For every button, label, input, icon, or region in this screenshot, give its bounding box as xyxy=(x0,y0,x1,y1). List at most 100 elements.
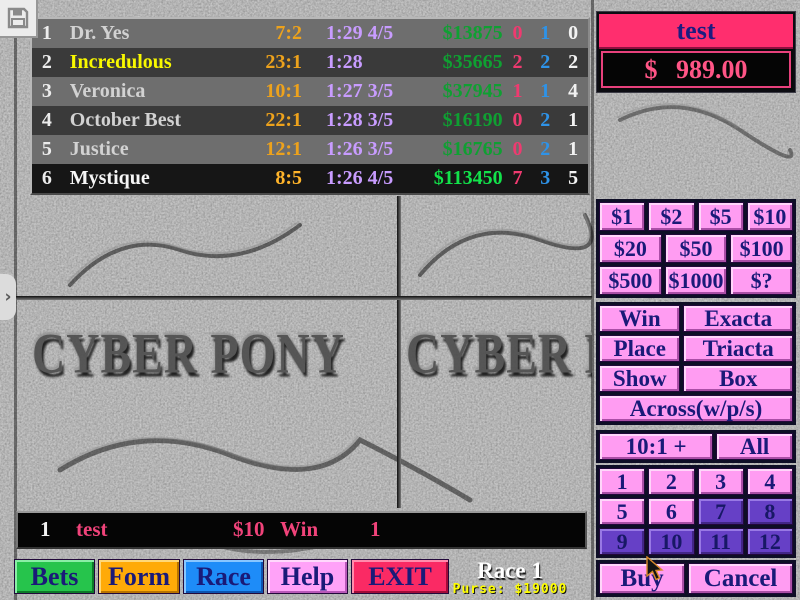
amount-5-button[interactable]: $5 xyxy=(697,202,744,231)
horse-odds: 23:1 xyxy=(265,51,302,73)
horse-stat-2: 2 xyxy=(540,109,551,131)
horse-stat-2: 1 xyxy=(540,22,551,44)
horse-stat-3: 0 xyxy=(568,22,579,44)
number-6-button[interactable]: 6 xyxy=(648,498,695,525)
bet-type: Win xyxy=(280,517,319,541)
table-row: 3 Veronica 10:1 1:27 3/5 $37945 1 1 4 xyxy=(32,77,588,106)
buy-button[interactable]: Buy xyxy=(599,563,686,594)
odds-filter-pad: 10:1 + All xyxy=(596,430,796,463)
horse-stat-1: 0 xyxy=(512,138,523,160)
horse-name: Dr. Yes xyxy=(69,22,130,44)
horse-pool: $113450 xyxy=(433,167,503,189)
amount-10-button[interactable]: $10 xyxy=(746,202,793,231)
player-name-button[interactable]: test xyxy=(599,14,793,49)
number-7-button[interactable]: 7 xyxy=(697,498,744,525)
table-row: 5 Justice 12:1 1:26 3/5 $16765 0 2 1 xyxy=(32,135,588,164)
horse-best-time: 1:27 3/5 xyxy=(325,80,394,102)
horse-odds: 8:5 xyxy=(275,167,302,189)
bet-selection: 1 xyxy=(370,517,381,541)
bets-button[interactable]: Bets xyxy=(14,559,95,594)
horse-name: Justice xyxy=(69,138,129,160)
horse-best-time: 1:29 4/5 xyxy=(325,22,394,44)
number-2-button[interactable]: 2 xyxy=(648,468,695,495)
bet-place-button[interactable]: Place xyxy=(599,335,681,362)
chevron-right-icon: › xyxy=(4,287,12,307)
embossed-game-title-right: CYBER PONY xyxy=(406,321,592,385)
horse-pool: $16765 xyxy=(442,138,503,160)
bet-across-button[interactable]: Across(w/p/s) xyxy=(599,395,793,422)
horse-odds: 10:1 xyxy=(265,80,302,102)
bet-summary-bar[interactable]: 1 test $10 Win 1 xyxy=(16,511,587,549)
race-number-label: Race 1 xyxy=(477,558,543,583)
horse-pool: $35665 xyxy=(442,51,503,73)
horse-stat-3: 2 xyxy=(568,51,579,73)
horse-best-time: 1:28 3/5 xyxy=(325,109,394,131)
race-button[interactable]: Race xyxy=(183,559,264,594)
horse-stat-1: 2 xyxy=(512,51,523,73)
horse-pool: $16190 xyxy=(442,109,503,131)
number-4-button[interactable]: 4 xyxy=(746,468,793,495)
plaque-divider-vertical xyxy=(397,196,401,508)
amount-20-button[interactable]: $20 xyxy=(599,234,662,263)
number-11-button[interactable]: 11 xyxy=(697,528,744,555)
horse-odds: 12:1 xyxy=(265,138,302,160)
save-button[interactable] xyxy=(0,0,38,38)
number-1-button[interactable]: 1 xyxy=(599,468,646,495)
player-account-panel: test $ 989.00 xyxy=(597,12,795,92)
horse-best-time: 1:28 xyxy=(325,51,363,73)
help-button[interactable]: Help xyxy=(267,559,348,594)
amount-pad: $1 $2 $5 $10 $20 $50 $100 $500 $1000 $? xyxy=(596,199,796,298)
number-5-button[interactable]: 5 xyxy=(599,498,646,525)
horse-number-pad: 1 2 3 4 5 6 7 8 9 10 11 12 xyxy=(596,465,796,558)
bet-win-button[interactable]: Win xyxy=(599,305,681,332)
form-button[interactable]: Form xyxy=(98,559,180,594)
number-8-button[interactable]: 8 xyxy=(746,498,793,525)
number-9-button[interactable]: 9 xyxy=(599,528,646,555)
table-row: 6 Mystique 8:5 1:26 4/5 $113450 7 3 5 xyxy=(32,164,588,193)
filter-min-odds-button[interactable]: 10:1 + xyxy=(599,433,714,460)
bet-amount: $10 xyxy=(233,517,265,541)
exit-button[interactable]: EXIT xyxy=(351,559,449,594)
horse-number: 4 xyxy=(41,109,52,131)
horse-stat-3: 5 xyxy=(568,167,579,189)
horse-stat-1: 0 xyxy=(512,109,523,131)
horse-stat-1: 0 xyxy=(512,22,523,44)
horse-stat-3: 4 xyxy=(568,80,579,102)
bet-box-button[interactable]: Box xyxy=(683,365,793,392)
horse-number: 5 xyxy=(41,138,52,160)
player-balance: $ 989.00 xyxy=(601,51,791,88)
bet-exacta-button[interactable]: Exacta xyxy=(683,305,793,332)
amount-custom-button[interactable]: $? xyxy=(730,266,794,295)
horse-pool: $37945 xyxy=(442,80,503,102)
bet-show-button[interactable]: Show xyxy=(599,365,681,392)
horse-number: 3 xyxy=(41,80,52,102)
plaque-divider-horizontal xyxy=(16,296,592,300)
table-row: 1 Dr. Yes 7:2 1:29 4/5 $13875 0 1 0 xyxy=(32,19,588,48)
horse-table: 1 Dr. Yes 7:2 1:29 4/5 $13875 0 1 0 2 In… xyxy=(30,17,590,195)
horse-stat-1: 7 xyxy=(512,167,523,189)
bet-row-number: 1 xyxy=(40,517,51,541)
horse-odds: 22:1 xyxy=(265,109,302,131)
amount-50-button[interactable]: $50 xyxy=(664,234,728,263)
number-3-button[interactable]: 3 xyxy=(697,468,744,495)
number-10-button[interactable]: 10 xyxy=(648,528,695,555)
number-12-button[interactable]: 12 xyxy=(746,528,793,555)
horse-best-time: 1:26 4/5 xyxy=(325,167,394,189)
amount-1-button[interactable]: $1 xyxy=(599,202,646,231)
table-row: 4 October Best 22:1 1:28 3/5 $16190 0 2 … xyxy=(32,106,588,135)
floppy-disk-icon xyxy=(7,7,29,29)
drawer-handle[interactable]: › xyxy=(0,274,16,320)
table-row: 2 Incredulous 23:1 1:28 $35665 2 2 2 xyxy=(32,48,588,77)
horse-odds: 7:2 xyxy=(275,22,302,44)
horse-number: 6 xyxy=(41,167,52,189)
race-info: Race 1 Purse: $19000 xyxy=(430,559,590,597)
horse-name: Veronica xyxy=(69,80,146,102)
amount-2-button[interactable]: $2 xyxy=(648,202,695,231)
amount-500-button[interactable]: $500 xyxy=(599,266,662,295)
bet-triacta-button[interactable]: Triacta xyxy=(683,335,793,362)
amount-1000-button[interactable]: $1000 xyxy=(664,266,728,295)
cancel-button[interactable]: Cancel xyxy=(688,563,793,594)
amount-100-button[interactable]: $100 xyxy=(730,234,794,263)
horse-name: Incredulous xyxy=(69,51,172,73)
filter-all-button[interactable]: All xyxy=(716,433,793,460)
